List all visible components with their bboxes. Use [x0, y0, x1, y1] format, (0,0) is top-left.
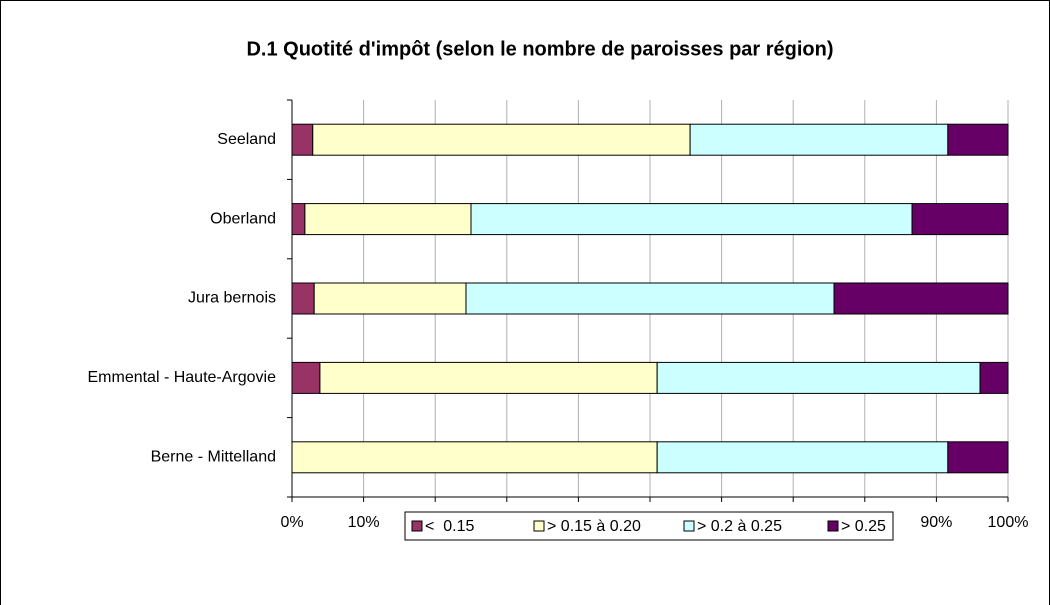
x-tick-label: 100%: [988, 514, 1029, 531]
bar-segment: [833, 282, 1009, 315]
legend-swatch: [827, 520, 839, 532]
bar-segment: [656, 361, 981, 394]
x-tick-label: 90%: [920, 514, 952, 531]
bar-segment: [947, 123, 1009, 156]
y-tick-label: Oberland: [210, 210, 276, 227]
bar-segment: [313, 282, 467, 315]
x-tick-label: 10%: [348, 514, 380, 531]
bar-segment: [291, 282, 315, 315]
y-tick-label: Emmental - Haute-Argovie: [87, 369, 276, 386]
bar-segment: [291, 123, 314, 156]
y-tick-label: Seeland: [217, 131, 276, 148]
legend-swatch: [411, 520, 423, 532]
legend-swatch: [683, 520, 695, 532]
y-tick-label: Jura bernois: [188, 290, 276, 307]
chart-title: D.1 Quotité d'impôt (selon le nombre de …: [246, 38, 833, 60]
bar-segment: [689, 123, 949, 156]
bar-segment: [979, 361, 1009, 394]
bar-segment: [465, 282, 835, 315]
bar-segment: [947, 441, 1009, 474]
bar-segment: [911, 203, 1009, 236]
legend-label: > 0.15 à 0.20: [547, 518, 641, 535]
bar-segment: [291, 441, 658, 474]
x-tick-label: 0%: [280, 514, 303, 531]
bar-segment: [304, 203, 472, 236]
bar-segment: [656, 441, 949, 474]
bar-segment: [470, 203, 913, 236]
legend-label: > 0.2 à 0.25: [697, 518, 782, 535]
legend-box: [404, 511, 894, 541]
y-tick-label: Berne - Mittelland: [151, 449, 276, 466]
bar-segment: [319, 361, 658, 394]
bar-segment: [312, 123, 691, 156]
bar-segment: [291, 361, 321, 394]
legend-label: < 0.15: [425, 518, 474, 535]
legend-swatch: [533, 520, 545, 532]
legend-label: > 0.25: [841, 518, 886, 535]
bar-segment: [291, 203, 306, 236]
